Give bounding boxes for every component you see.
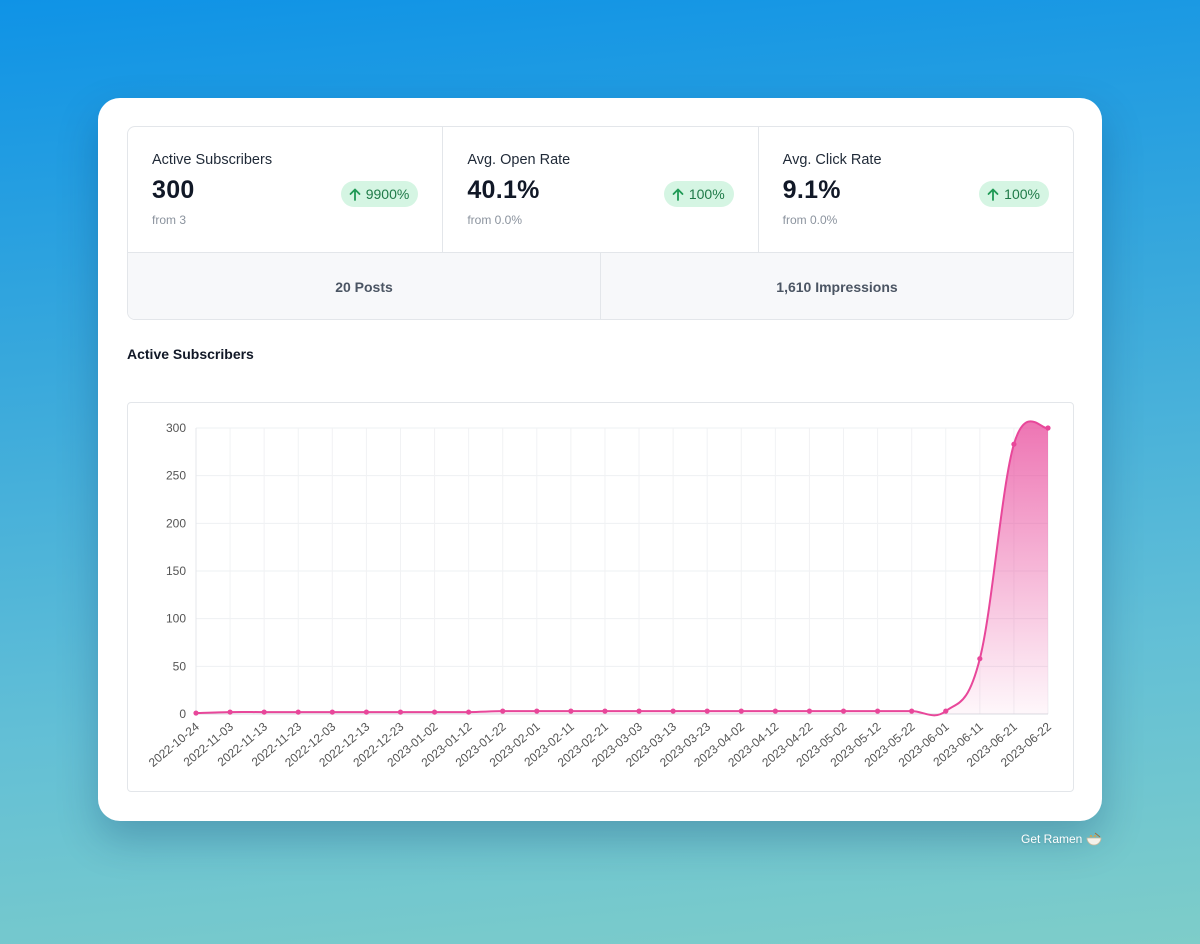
stat-value: 40.1% — [467, 176, 540, 204]
change-badge: 100% — [979, 181, 1049, 207]
stat-active-subscribers: Active Subscribers 300 from 3 9900% — [128, 127, 444, 252]
chart-title: Active Subscribers — [127, 346, 254, 362]
stats-panel: Active Subscribers 300 from 3 9900% Avg.… — [127, 126, 1074, 320]
data-point — [1011, 441, 1017, 447]
data-point — [738, 708, 744, 714]
y-tick-label: 150 — [166, 564, 186, 578]
change-badge: 100% — [663, 181, 734, 207]
data-point — [977, 656, 983, 662]
stat-open-rate: Avg. Open Rate 40.1% from 0.0% 100% — [443, 127, 759, 252]
change-value: 100% — [688, 186, 725, 202]
stat-value: 9.1% — [782, 176, 841, 204]
ramen-bowl-icon — [1086, 832, 1102, 846]
arrow-up-icon — [349, 188, 361, 201]
get-ramen-link[interactable]: Get Ramen — [1021, 832, 1102, 846]
summary-row: 20 Posts 1,610 Impressions — [128, 253, 1073, 319]
data-point — [227, 709, 233, 715]
data-point — [840, 708, 847, 714]
stat-click-rate: Avg. Click Rate 9.1% from 0.0% 100% — [759, 127, 1073, 252]
data-point — [909, 708, 915, 714]
data-point — [261, 709, 267, 715]
y-tick-label: 300 — [166, 421, 186, 435]
data-point — [500, 708, 506, 714]
stat-label: Avg. Open Rate — [467, 152, 571, 168]
change-badge: 9900% — [340, 181, 419, 207]
series-line — [195, 420, 1049, 717]
subscribers-chart: 0501001502002503002022-10-242022-11-0320… — [146, 420, 1054, 770]
data-point — [875, 708, 881, 714]
stat-value: 300 — [152, 176, 195, 204]
dashboard-card: Active Subscribers 300 from 3 9900% Avg.… — [98, 98, 1102, 821]
data-point — [704, 708, 710, 714]
data-point — [568, 708, 574, 714]
chart-container: 0 50 100 150 200 250 300 2022-10-24 2022-11-03 20… — [127, 402, 1074, 792]
data-point — [431, 709, 438, 715]
y-tick-label: 100 — [166, 612, 186, 626]
y-tick-label: 200 — [166, 516, 186, 530]
data-point — [295, 709, 301, 715]
data-point — [1045, 425, 1051, 431]
series-area — [196, 421, 1048, 716]
stats-row: Active Subscribers 300 from 3 9900% Avg.… — [128, 127, 1073, 253]
stat-from: from 0.0% — [467, 213, 523, 227]
footer-label: Get Ramen — [1021, 832, 1083, 846]
data-point — [534, 708, 540, 714]
change-value: 9900% — [365, 186, 410, 202]
arrow-up-icon — [987, 188, 999, 201]
data-point — [943, 708, 949, 714]
y-tick-label: 50 — [173, 659, 187, 673]
data-point — [397, 709, 404, 715]
stat-from: from 0.0% — [782, 213, 838, 227]
stat-label: Active Subscribers — [152, 152, 273, 168]
data-point — [772, 708, 778, 714]
data-point — [193, 710, 199, 716]
y-tick-label: 250 — [166, 469, 186, 483]
data-point — [670, 708, 676, 714]
change-value: 100% — [1004, 186, 1040, 202]
posts-count: 20 Posts — [128, 253, 601, 319]
impressions-count: 1,610 Impressions — [776, 278, 898, 295]
stat-label: Avg. Click Rate — [782, 152, 882, 168]
stat-from: from 3 — [152, 213, 187, 227]
data-point — [466, 709, 472, 715]
y-tick-label: 0 — [179, 707, 186, 721]
data-point — [363, 709, 369, 715]
data-point — [329, 709, 335, 715]
data-point — [602, 708, 608, 714]
arrow-up-icon — [672, 188, 684, 201]
data-point — [636, 708, 642, 714]
data-point — [806, 708, 813, 714]
